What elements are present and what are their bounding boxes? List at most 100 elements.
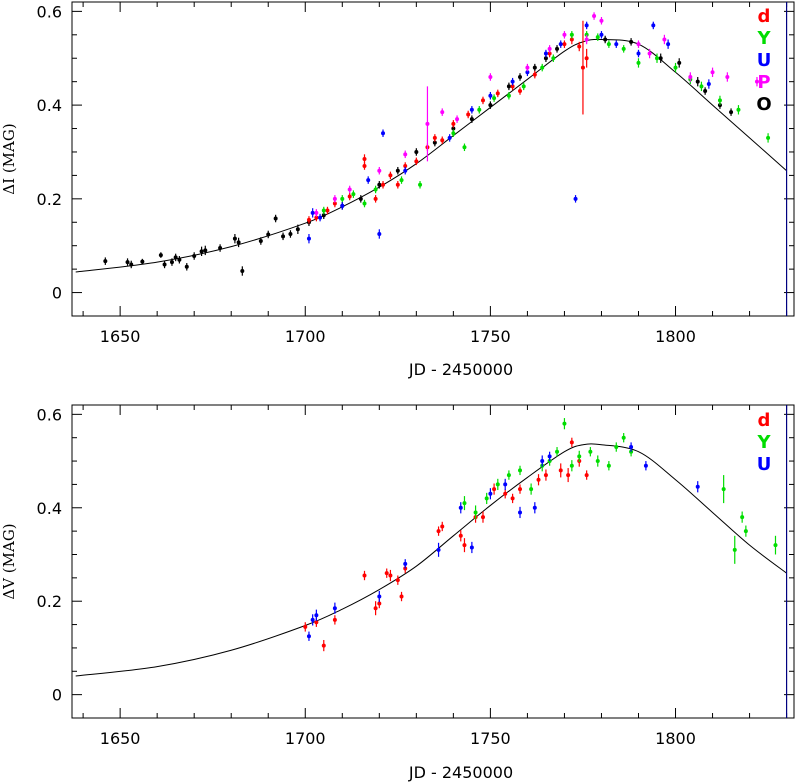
- data-point: [377, 182, 382, 187]
- y-tick-label: 0.6: [37, 2, 62, 21]
- data-point: [440, 138, 445, 143]
- data-point: [621, 435, 626, 440]
- series-O: [103, 35, 734, 276]
- data-point: [666, 42, 671, 47]
- data-point: [173, 255, 178, 260]
- data-point: [373, 196, 378, 201]
- data-point: [592, 14, 597, 19]
- data-point: [562, 32, 567, 37]
- data-point: [629, 39, 634, 44]
- data-point: [218, 246, 223, 251]
- data-point: [347, 187, 352, 192]
- data-point: [543, 51, 548, 56]
- data-point: [558, 42, 563, 47]
- data-point: [325, 208, 330, 213]
- data-point: [240, 269, 245, 274]
- data-point: [525, 70, 530, 75]
- data-point: [358, 196, 363, 201]
- data-point: [754, 79, 759, 84]
- data-point: [310, 617, 315, 622]
- data-point: [381, 182, 386, 187]
- data-point: [736, 107, 741, 112]
- x-tick-label: 1700: [285, 729, 326, 748]
- x-tick-label: 1700: [285, 327, 326, 346]
- data-point: [362, 573, 367, 578]
- data-point: [743, 529, 748, 534]
- data-point: [162, 262, 167, 267]
- data-point: [488, 103, 493, 108]
- data-point: [518, 74, 523, 79]
- data-point: [469, 107, 474, 112]
- data-point: [569, 463, 574, 468]
- data-point: [506, 473, 511, 478]
- data-point: [647, 51, 652, 56]
- data-point: [321, 213, 326, 218]
- data-point: [306, 634, 311, 639]
- data-point: [636, 42, 641, 47]
- data-point: [566, 473, 571, 478]
- data-point: [321, 208, 326, 213]
- data-layer: [75, 12, 787, 276]
- y-axis-label: ΔI (MAG): [0, 123, 18, 194]
- y-tick-label: 0.4: [37, 499, 62, 518]
- data-point: [532, 505, 537, 510]
- x-tick-label: 1650: [100, 729, 141, 748]
- data-point: [332, 617, 337, 622]
- data-point: [547, 454, 552, 459]
- data-point: [140, 259, 145, 264]
- data-point: [488, 74, 493, 79]
- series-d: [306, 20, 589, 224]
- data-point: [569, 32, 574, 37]
- data-point: [555, 449, 560, 454]
- data-point: [440, 524, 445, 529]
- data-point: [314, 620, 319, 625]
- data-point: [103, 259, 108, 264]
- data-point: [258, 239, 263, 244]
- data-point: [555, 46, 560, 51]
- y-axis-label: ΔV (MAG): [0, 523, 18, 599]
- data-point: [732, 547, 737, 552]
- data-point: [521, 84, 526, 89]
- data-point: [199, 249, 204, 254]
- data-point: [281, 234, 286, 239]
- data-point: [192, 254, 197, 259]
- data-point: [636, 60, 641, 65]
- data-point: [203, 248, 208, 253]
- data-point: [495, 91, 500, 96]
- data-point: [584, 37, 589, 42]
- data-point: [332, 606, 337, 611]
- data-point: [599, 18, 604, 23]
- data-point: [384, 571, 389, 576]
- data-point: [158, 253, 163, 258]
- y-tick-label: 0: [52, 686, 62, 705]
- plot-frame: [71, 1, 795, 317]
- data-point: [395, 168, 400, 173]
- data-point: [551, 56, 556, 61]
- data-point: [425, 121, 430, 126]
- data-point: [577, 44, 582, 49]
- data-point: [403, 164, 408, 169]
- data-point: [558, 468, 563, 473]
- data-point: [381, 131, 386, 136]
- data-point: [584, 56, 589, 61]
- data-point: [314, 215, 319, 220]
- data-point: [606, 42, 611, 47]
- data-point: [403, 561, 408, 566]
- data-point: [347, 194, 352, 199]
- data-point: [340, 203, 345, 208]
- data-point: [351, 192, 356, 197]
- legend-entry-O: O: [756, 94, 771, 115]
- data-point: [436, 547, 441, 552]
- data-point: [462, 501, 467, 506]
- y-tick-label: 0: [52, 284, 62, 303]
- data-point: [469, 545, 474, 550]
- model-curve: [75, 443, 787, 677]
- x-tick-label: 1800: [655, 327, 696, 346]
- top-panel: 1650 1700 1750 1800 0 0.2 0.4 0.6 JD - 2450000 ΔI…: [0, 1, 795, 379]
- data-point: [466, 112, 471, 117]
- series-U: [306, 442, 700, 641]
- data-point: [492, 96, 497, 101]
- data-point: [677, 60, 682, 65]
- data-point: [721, 487, 726, 492]
- data-point: [332, 201, 337, 206]
